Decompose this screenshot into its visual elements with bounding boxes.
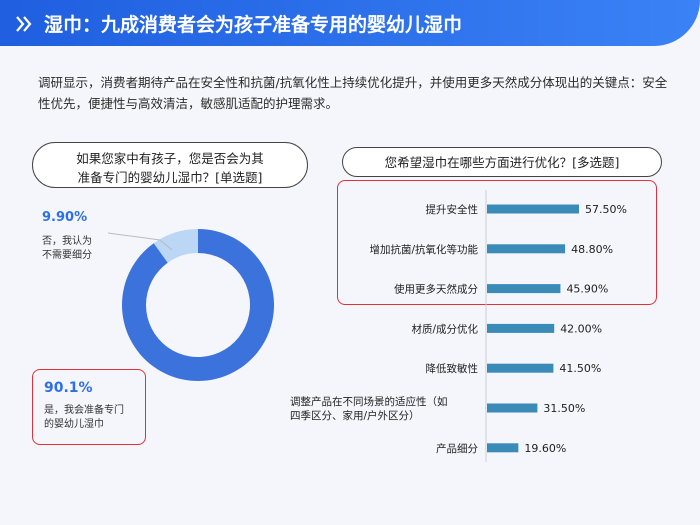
- bar-category-label: 四季区分、家用/户外区分）: [290, 409, 420, 422]
- leader-line: [107, 232, 173, 251]
- header-banner: 湿巾：九成消费者会为孩子准备专用的婴幼儿湿巾: [0, 0, 700, 46]
- bar-1: [487, 204, 579, 214]
- bar-value-label: 31.50%: [543, 402, 585, 415]
- bar-value-label: 19.60%: [524, 442, 566, 455]
- bar-3: [487, 284, 561, 294]
- highlight-box-left: [32, 369, 146, 445]
- intro-text: 调研显示，消费者期待产品在安全性和抗菌/抗氧化性上持续优化提升，并使用更多天然成…: [38, 75, 668, 111]
- bar-chart: 57.50% 提升安全性 48.80% 增加抗菌/抗氧化等功能 45.90% 使用更多天然…: [290, 190, 627, 462]
- left-question-pill: 如果您家中有孩子，您是否会为其 准备专门的婴幼儿湿巾？[单选题]: [32, 142, 308, 188]
- left-question-line1: 如果您家中有孩子，您是否会为其: [76, 151, 264, 166]
- highlight-box-right: [337, 180, 657, 305]
- bar-5: [487, 363, 554, 373]
- bar-category-label: 降低致敏性: [426, 362, 479, 375]
- bar-category-label: 产品细分: [436, 442, 478, 455]
- left-question-line2: 准备专门的婴幼儿湿巾？[单选题]: [77, 170, 263, 185]
- donut-slice-no: [153, 229, 198, 263]
- slice-yes-value: 90.1%: [44, 380, 93, 396]
- right-question-text: 您希望湿巾在哪些方面进行优化？[多选题]: [384, 155, 620, 170]
- bar-2: [487, 244, 566, 254]
- bar-value-label: 57.50%: [585, 203, 627, 216]
- bar-value-label: 41.50%: [559, 362, 601, 375]
- slice-no-value: 9.90%: [42, 210, 88, 225]
- bar-value-label: 45.90%: [566, 283, 608, 296]
- bar-category-label: 提升安全性: [426, 203, 479, 216]
- double-chevron-icon: [14, 14, 34, 34]
- donut-slice-yes: [122, 229, 275, 381]
- bar-category-label: 调整产品在不同场景的适应性（如: [290, 395, 448, 408]
- bar-4: [487, 323, 555, 333]
- bar-value-label: 48.80%: [571, 243, 613, 256]
- bar-category-label: 使用更多天然成分: [394, 283, 478, 296]
- right-question-pill: 您希望湿巾在哪些方面进行优化？[多选题]: [342, 147, 662, 177]
- slice-no-label: 否，我认为 不需要细分: [42, 236, 92, 261]
- bar-category-label: 材质/成分优化: [411, 322, 478, 335]
- slice-yes-label: 是，我会准备专门 的婴幼儿湿巾: [44, 405, 124, 430]
- bar-category-label: 增加抗菌/抗氧化等功能: [369, 243, 478, 256]
- donut-chart: [107, 229, 275, 381]
- bar-6: [487, 403, 538, 413]
- bar-value-label: 42.00%: [560, 322, 602, 335]
- page-title: 湿巾：九成消费者会为孩子准备专用的婴幼儿湿巾: [44, 14, 463, 36]
- bar-7: [487, 443, 519, 453]
